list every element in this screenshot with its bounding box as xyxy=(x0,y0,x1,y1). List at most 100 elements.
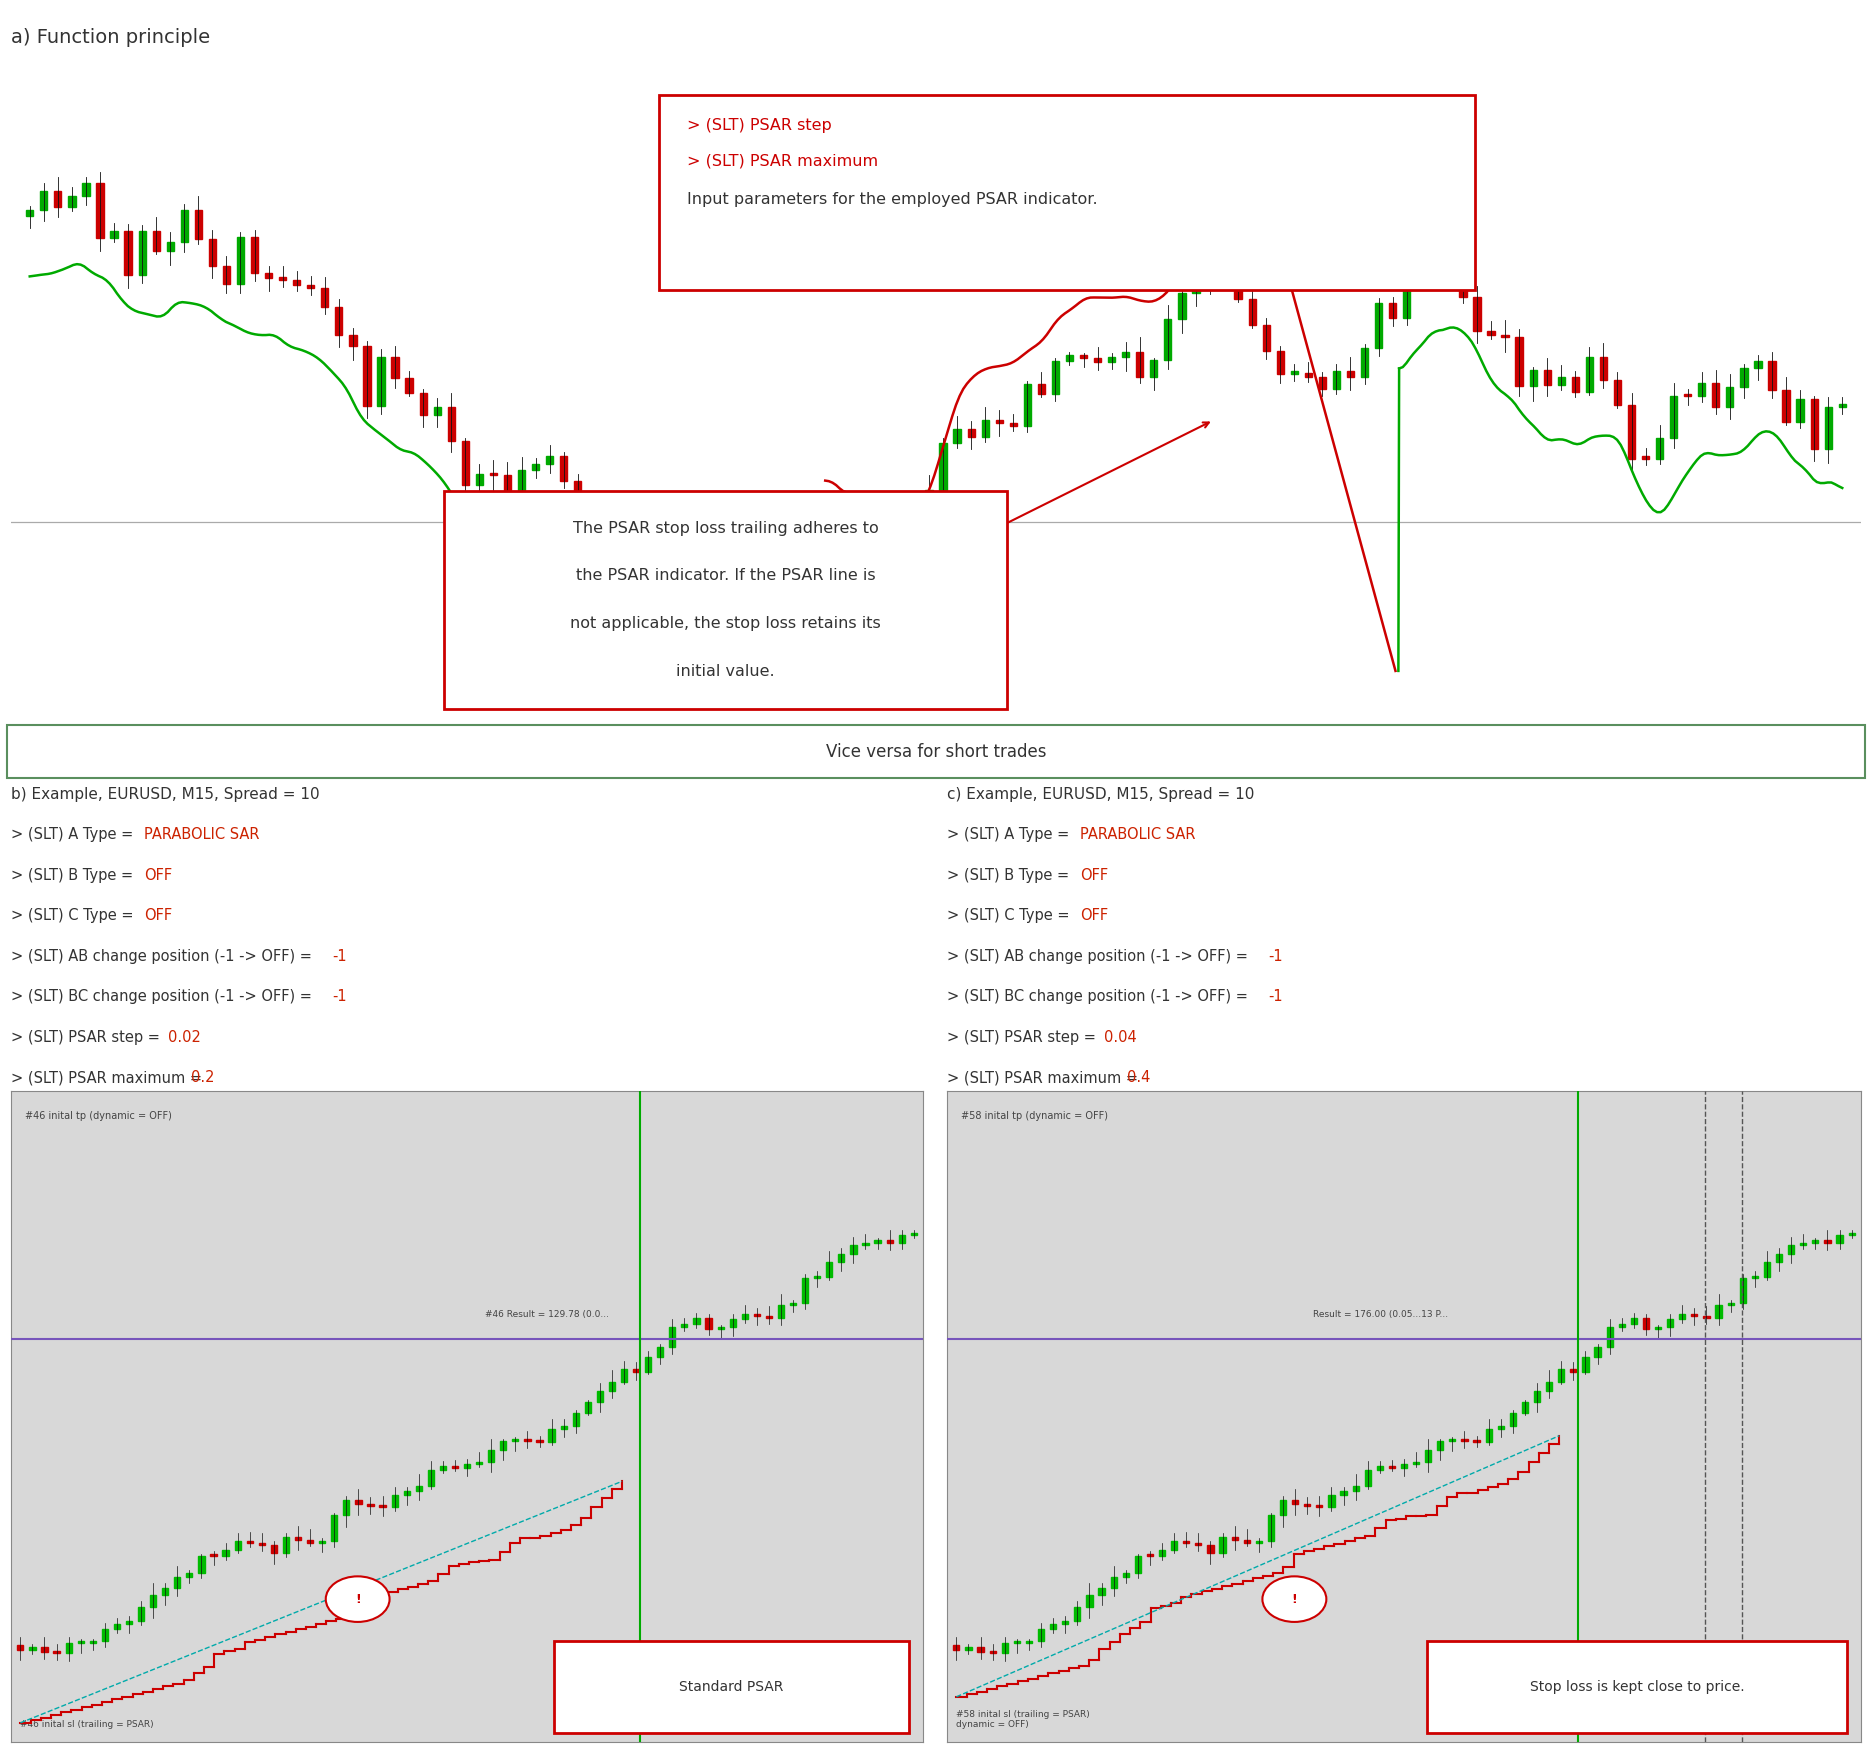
Text: > (SLT) PSAR step =: > (SLT) PSAR step = xyxy=(947,1030,1101,1045)
Bar xyxy=(90,1642,95,1644)
Bar xyxy=(1075,1607,1080,1621)
Bar xyxy=(622,1369,627,1382)
Bar xyxy=(195,209,202,239)
Bar xyxy=(343,1500,350,1515)
Bar xyxy=(547,456,554,465)
Bar xyxy=(210,239,215,266)
Bar xyxy=(1052,361,1060,394)
Bar xyxy=(1586,357,1593,392)
Bar xyxy=(1219,1538,1226,1552)
Bar xyxy=(124,231,131,275)
Bar xyxy=(1292,1500,1297,1505)
Bar xyxy=(771,586,779,604)
Bar xyxy=(1177,292,1185,319)
Bar xyxy=(869,549,876,576)
Bar xyxy=(114,1624,120,1628)
Bar xyxy=(912,570,919,588)
Bar xyxy=(101,1628,109,1642)
Bar xyxy=(706,1318,711,1329)
Text: the PSAR indicator. If the PSAR line is: the PSAR indicator. If the PSAR line is xyxy=(575,568,876,584)
Circle shape xyxy=(326,1577,389,1623)
Bar xyxy=(1460,252,1466,297)
Bar xyxy=(1838,405,1846,407)
Text: !: ! xyxy=(1292,1593,1297,1605)
Bar xyxy=(668,1327,676,1348)
Text: > (SLT) BC change position (-1 -> OFF) =: > (SLT) BC change position (-1 -> OFF) = xyxy=(11,989,316,1005)
Bar xyxy=(573,1413,578,1426)
Text: #58 inital sl (trailing = PSAR)
dynamic = OFF): #58 inital sl (trailing = PSAR) dynamic … xyxy=(957,1711,1090,1730)
Bar xyxy=(1754,361,1762,368)
Text: > (SLT) A Type =: > (SLT) A Type = xyxy=(947,827,1075,843)
Bar xyxy=(1488,331,1494,334)
Bar xyxy=(1002,1644,1007,1653)
Text: > (SLT) AB change position (-1 -> OFF) =: > (SLT) AB change position (-1 -> OFF) = xyxy=(947,949,1252,964)
Bar xyxy=(1619,1324,1625,1327)
FancyBboxPatch shape xyxy=(554,1642,910,1732)
Bar xyxy=(1631,1318,1636,1324)
Text: > (SLT) PSAR maximum =: > (SLT) PSAR maximum = xyxy=(11,1070,208,1086)
Bar xyxy=(1516,338,1522,385)
Bar xyxy=(464,1464,470,1468)
Bar xyxy=(981,421,988,436)
Bar xyxy=(1061,1621,1069,1624)
Text: initial value.: initial value. xyxy=(676,664,775,679)
Bar xyxy=(790,1302,796,1306)
Text: The PSAR stop loss trailing adheres to: The PSAR stop loss trailing adheres to xyxy=(573,521,878,537)
Bar xyxy=(1374,303,1382,347)
Bar xyxy=(1262,326,1269,350)
Text: > (SLT) PSAR maximum: > (SLT) PSAR maximum xyxy=(687,153,878,169)
Bar xyxy=(814,1276,820,1278)
Bar xyxy=(1606,1327,1614,1348)
Bar xyxy=(378,357,384,407)
Bar xyxy=(1206,259,1213,289)
Text: #46 inital sl (trailing = PSAR): #46 inital sl (trailing = PSAR) xyxy=(21,1720,154,1730)
Bar xyxy=(110,231,118,238)
Bar xyxy=(1642,456,1649,459)
Bar xyxy=(182,209,187,243)
Bar xyxy=(801,1278,809,1302)
Bar xyxy=(1121,352,1129,357)
Bar xyxy=(1249,299,1256,326)
Bar xyxy=(54,1651,60,1653)
Text: 0.2: 0.2 xyxy=(191,1070,215,1086)
Bar xyxy=(1572,377,1578,392)
Bar xyxy=(1801,1243,1806,1246)
Text: Result = 176.00 (0.05...13 P...: Result = 176.00 (0.05...13 P... xyxy=(1312,1309,1447,1320)
Bar xyxy=(247,1540,253,1544)
Bar xyxy=(575,480,582,512)
Bar xyxy=(532,465,539,470)
Bar xyxy=(560,456,567,480)
Text: > (SLT) PSAR step: > (SLT) PSAR step xyxy=(687,118,831,134)
Bar xyxy=(513,1440,519,1441)
Bar xyxy=(251,238,258,273)
Text: > (SLT) PSAR maximum =: > (SLT) PSAR maximum = xyxy=(947,1070,1144,1086)
Text: Vice versa for short trades: Vice versa for short trades xyxy=(826,743,1046,760)
Bar xyxy=(1595,1348,1601,1357)
Text: Stop loss is kept close to price.: Stop loss is kept close to price. xyxy=(1529,1681,1745,1695)
Bar xyxy=(82,183,90,195)
Bar xyxy=(1080,356,1088,357)
Bar xyxy=(1086,1595,1093,1607)
Text: > (SLT) A Type =: > (SLT) A Type = xyxy=(11,827,139,843)
Bar xyxy=(990,1651,996,1653)
Bar xyxy=(1256,1540,1262,1544)
Bar xyxy=(1305,1505,1310,1507)
Bar xyxy=(447,407,455,442)
Bar xyxy=(1713,384,1720,407)
Text: #58 inital tp (dynamic = OFF): #58 inital tp (dynamic = OFF) xyxy=(960,1111,1108,1121)
Bar xyxy=(294,280,300,285)
Bar xyxy=(1352,1485,1359,1491)
Bar xyxy=(1486,1429,1492,1441)
Bar xyxy=(335,308,343,336)
Bar xyxy=(451,1466,459,1468)
Bar xyxy=(67,195,75,208)
Bar xyxy=(39,192,47,209)
Bar xyxy=(1473,1440,1479,1441)
Bar xyxy=(163,1588,168,1595)
Bar xyxy=(1404,264,1410,317)
Bar xyxy=(633,1369,638,1373)
Bar xyxy=(271,1545,277,1552)
Bar xyxy=(404,1491,410,1496)
Bar xyxy=(504,475,511,502)
Bar xyxy=(296,1538,301,1540)
